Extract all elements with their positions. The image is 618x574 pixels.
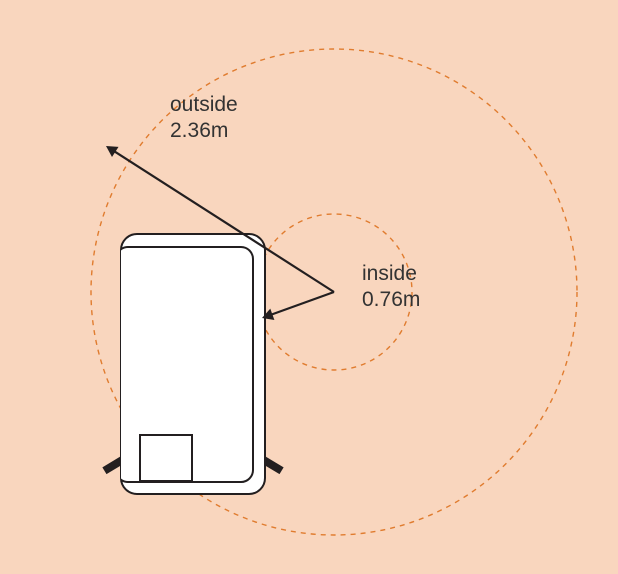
outer-radius-label-line1: outside — [170, 92, 238, 118]
inner-panel — [34, 18, 593, 562]
outer-radius-label-line2: 2.36m — [170, 118, 238, 144]
outer-radius-label: outside 2.36m — [170, 92, 238, 145]
inner-radius-label-line1: inside — [362, 261, 420, 287]
door-small-box — [140, 435, 192, 481]
inner-radius-label-line2: 0.76m — [362, 287, 420, 313]
inner-radius-label: inside 0.76m — [362, 261, 420, 314]
diagram-canvas — [0, 0, 618, 574]
